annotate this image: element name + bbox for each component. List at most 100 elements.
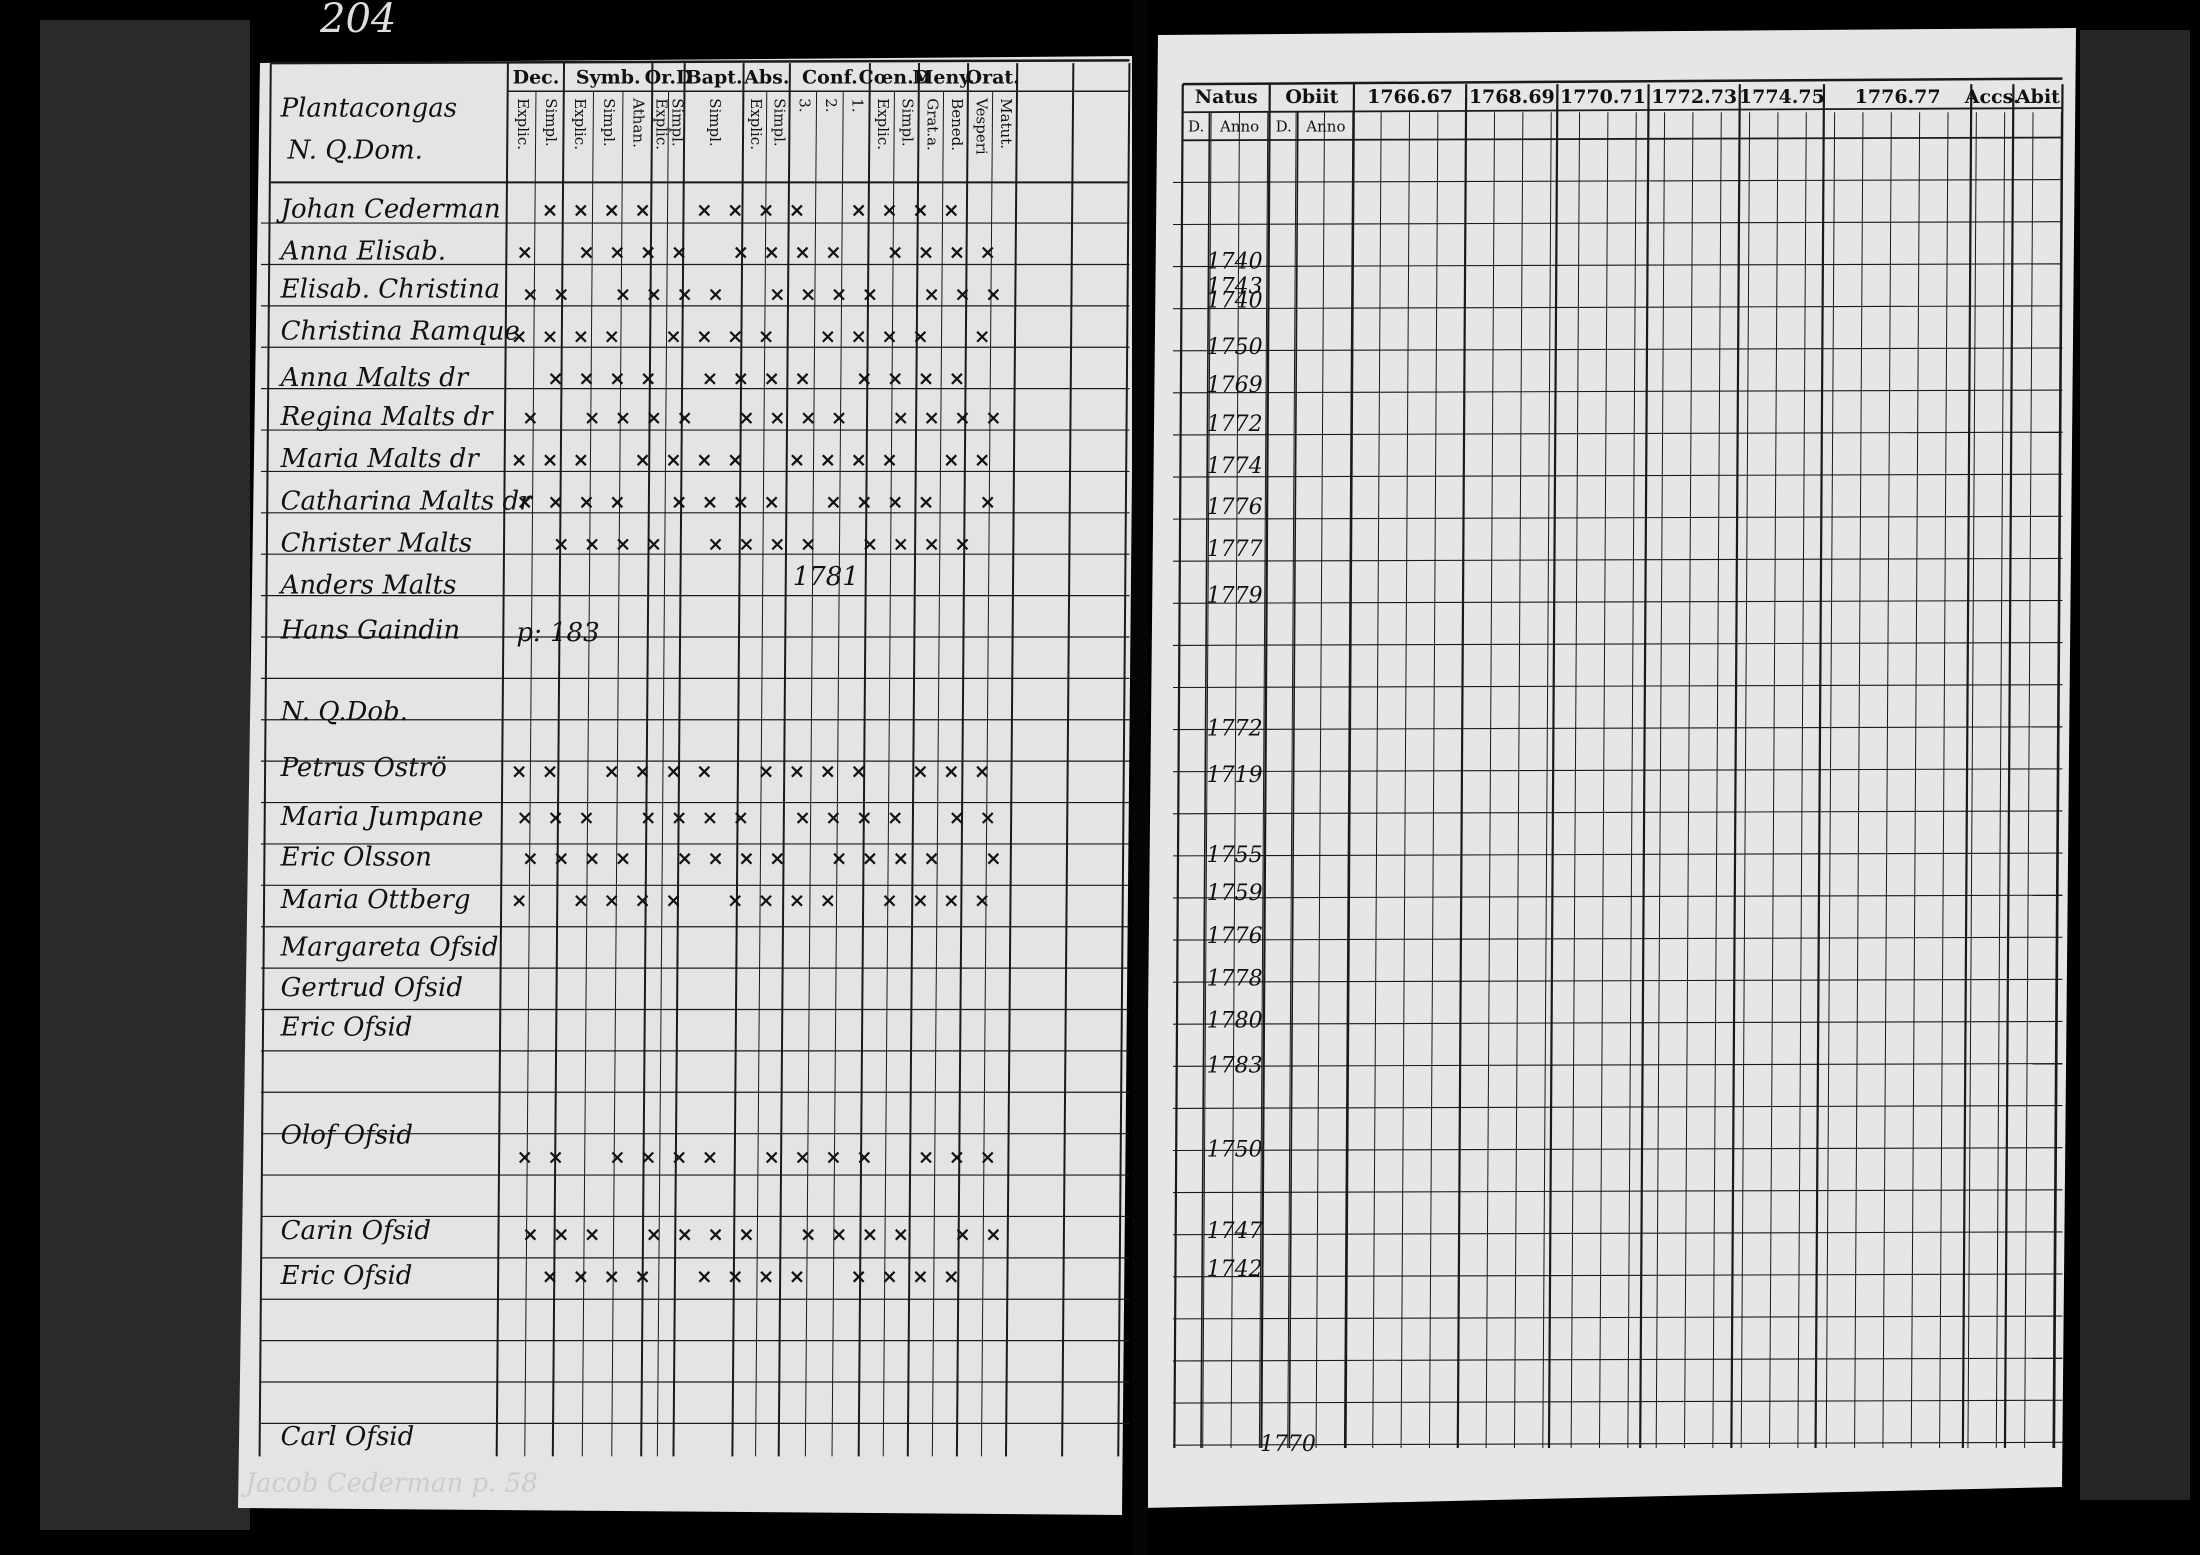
tick-mark [920,1151,932,1164]
column-header: Symb. [576,67,641,89]
column-rule [1639,84,1650,1448]
register-content: Dec.Explic. Simpl.Symb.Explic. Simpl. Athan… [241,59,2064,1498]
column-rule [1428,112,1439,1448]
left-page [238,56,1136,1515]
tick-mark [822,894,834,907]
column-rule [1288,112,1299,1448]
tick-mark [883,454,896,466]
tick-mark [555,852,568,865]
person-name: Petrus Oströ [280,753,447,783]
tick-mark [580,496,593,509]
column-rule [1200,112,1211,1448]
column-rule [777,63,791,1457]
column-rule [1315,112,1325,1448]
tick-mark [802,1228,814,1241]
column-header: Or.D [645,67,693,89]
column-rule [1547,84,1559,1448]
tick-mark [822,454,834,466]
tick-mark [760,204,772,217]
tick-mark [544,454,556,466]
tick-mark [735,246,747,259]
tick-mark [740,538,753,551]
row-rule [1172,1105,2063,1109]
right-page-edge [2080,30,2190,1500]
tick-mark [765,496,778,509]
sub-header: Anno [1305,118,1345,136]
tick-mark [555,538,568,551]
birth-year: 1759 [1207,881,1263,906]
tick-mark [667,330,680,343]
birth-year: 1740 [1207,249,1263,274]
column-rule [1004,63,1019,1457]
tick-mark [981,246,994,259]
birth-year: 1780 [1207,1008,1263,1033]
tick-mark [864,288,876,301]
tick-mark [524,1228,537,1241]
column-rule [1542,112,1552,1448]
tick-mark [858,496,871,509]
tick-mark [611,246,624,259]
sub-header: D. [1276,118,1292,136]
sub-column-rule [524,91,537,1457]
tick-mark [617,852,629,865]
tick-mark [760,1271,772,1283]
tick-mark [698,330,711,343]
tick-mark [852,1271,865,1283]
left-page-edge [40,20,250,1530]
sub-column-rule [882,91,895,1457]
birth-year: 1778 [1207,966,1263,991]
sub-column-rule [755,91,768,1457]
tick-mark [740,1228,753,1241]
column-rule [731,63,745,1457]
tick-mark [709,288,722,301]
person-name: Anna Elisab. [279,237,446,267]
sub-header: Explic. [874,98,892,150]
tick-mark [771,288,784,301]
tick-mark [636,204,649,217]
tick-mark [976,894,988,907]
column-rule [1344,84,1356,1448]
tick-mark [981,1151,994,1164]
tick-mark [791,1271,803,1283]
row-rule [1172,894,2063,899]
tick-mark [549,1151,562,1164]
tick-mark [740,412,753,424]
column-rule [1910,112,1921,1448]
tick-mark [925,412,938,424]
tick-mark [580,373,593,385]
row-rule [1172,684,2063,689]
person-name: Christina Ramque [281,317,520,347]
person-name: Olof Ofsid [281,1120,413,1150]
birth-year: 1740 [1207,289,1263,314]
tick-mark [833,1228,845,1241]
tick-mark [864,538,876,551]
column-header: Cœn.D [859,67,931,89]
tick-mark [605,1271,618,1283]
tick-mark [518,812,531,824]
column-header: 1774.75 [1739,86,1825,108]
tick-mark [636,894,649,907]
column-rule [495,63,509,1457]
tick-mark [796,812,809,824]
tick-mark [611,496,624,509]
tick-mark [864,1228,876,1241]
sub-header: Explic. [652,98,670,150]
column-rule [1456,84,1468,1448]
person-name: Maria Malts dr [280,444,481,474]
person-name: Gertrud Ofsid [281,973,463,1003]
tick-mark [673,1151,685,1164]
tick-mark [648,538,660,551]
birth-year: 1719 [1207,763,1263,788]
tick-mark [760,765,772,778]
tick-mark [729,1271,741,1283]
tick-mark [987,1228,1000,1241]
tick-mark [920,246,932,259]
row-rule [1172,1020,2063,1025]
column-rule [1627,112,1637,1448]
tick-mark [642,1151,654,1164]
tick-mark [605,330,618,343]
tick-mark [791,204,803,217]
column-header: Accs. [1964,86,2020,108]
person-name: Eric Olsson [280,843,432,873]
row-rule [1172,852,2063,857]
